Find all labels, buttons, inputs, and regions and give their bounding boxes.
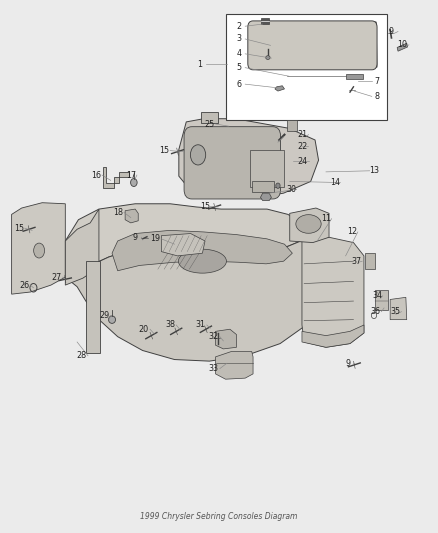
Text: 13: 13 <box>369 166 379 175</box>
Text: 21: 21 <box>298 130 308 139</box>
Polygon shape <box>365 253 375 269</box>
Text: 35: 35 <box>391 307 401 316</box>
Text: 33: 33 <box>209 364 219 373</box>
Text: 20: 20 <box>139 325 149 334</box>
Text: 1999 Chrysler Sebring Consoles Diagram: 1999 Chrysler Sebring Consoles Diagram <box>140 512 298 521</box>
Text: 28: 28 <box>76 351 87 360</box>
Ellipse shape <box>109 316 116 324</box>
Text: 9: 9 <box>389 27 394 36</box>
Polygon shape <box>275 86 285 91</box>
Polygon shape <box>252 181 274 192</box>
Polygon shape <box>390 297 407 320</box>
Polygon shape <box>215 352 253 379</box>
FancyBboxPatch shape <box>248 21 377 70</box>
Text: 36: 36 <box>370 307 380 316</box>
Polygon shape <box>201 112 218 123</box>
Text: 27: 27 <box>51 273 62 281</box>
Polygon shape <box>250 150 284 187</box>
Text: 24: 24 <box>298 157 308 166</box>
Text: 3: 3 <box>236 35 241 44</box>
Polygon shape <box>250 22 377 67</box>
Text: 11: 11 <box>321 214 331 223</box>
Text: 10: 10 <box>397 41 407 50</box>
Bar <box>226 14 387 120</box>
Ellipse shape <box>191 145 206 165</box>
Ellipse shape <box>178 249 226 273</box>
Polygon shape <box>125 209 138 223</box>
Text: 22: 22 <box>298 142 308 151</box>
Ellipse shape <box>296 215 321 233</box>
Text: 17: 17 <box>126 171 136 180</box>
Ellipse shape <box>34 243 45 258</box>
Text: 12: 12 <box>347 228 357 237</box>
Text: 34: 34 <box>372 291 382 300</box>
Text: 15: 15 <box>159 146 170 155</box>
Polygon shape <box>12 203 65 294</box>
Text: 15: 15 <box>14 224 25 233</box>
Text: 38: 38 <box>165 320 175 329</box>
Text: 16: 16 <box>91 171 101 180</box>
Polygon shape <box>112 230 292 271</box>
FancyBboxPatch shape <box>184 127 281 199</box>
Polygon shape <box>215 329 237 349</box>
Ellipse shape <box>266 56 270 60</box>
Text: 5: 5 <box>236 63 241 72</box>
Ellipse shape <box>276 183 280 188</box>
Polygon shape <box>65 237 333 361</box>
Text: 7: 7 <box>374 77 380 86</box>
Polygon shape <box>302 237 364 348</box>
Polygon shape <box>179 119 318 198</box>
Text: 15: 15 <box>200 202 210 211</box>
Polygon shape <box>261 193 272 200</box>
Polygon shape <box>302 325 364 348</box>
Polygon shape <box>65 204 310 277</box>
Polygon shape <box>261 18 269 23</box>
Text: 9: 9 <box>133 233 138 242</box>
Text: 29: 29 <box>99 311 110 320</box>
Text: 18: 18 <box>113 208 123 217</box>
Text: 4: 4 <box>236 50 241 58</box>
Polygon shape <box>346 74 363 79</box>
Polygon shape <box>290 208 329 243</box>
Text: 2: 2 <box>236 22 241 31</box>
Text: 32: 32 <box>208 332 219 341</box>
Text: 14: 14 <box>330 178 340 187</box>
Polygon shape <box>375 290 389 310</box>
Polygon shape <box>287 120 297 131</box>
Polygon shape <box>86 261 100 353</box>
Text: 25: 25 <box>204 119 215 128</box>
Text: 1: 1 <box>197 60 202 69</box>
Text: 31: 31 <box>196 320 206 329</box>
Text: 37: 37 <box>351 257 362 265</box>
Ellipse shape <box>131 179 137 187</box>
Polygon shape <box>103 166 130 188</box>
Polygon shape <box>397 43 408 51</box>
Text: 9: 9 <box>345 359 350 368</box>
Text: 30: 30 <box>286 185 296 194</box>
Polygon shape <box>161 233 205 256</box>
Text: 19: 19 <box>151 235 161 244</box>
Polygon shape <box>65 209 99 285</box>
Text: 6: 6 <box>236 79 241 88</box>
Text: 8: 8 <box>374 92 380 101</box>
Text: 26: 26 <box>20 280 30 289</box>
